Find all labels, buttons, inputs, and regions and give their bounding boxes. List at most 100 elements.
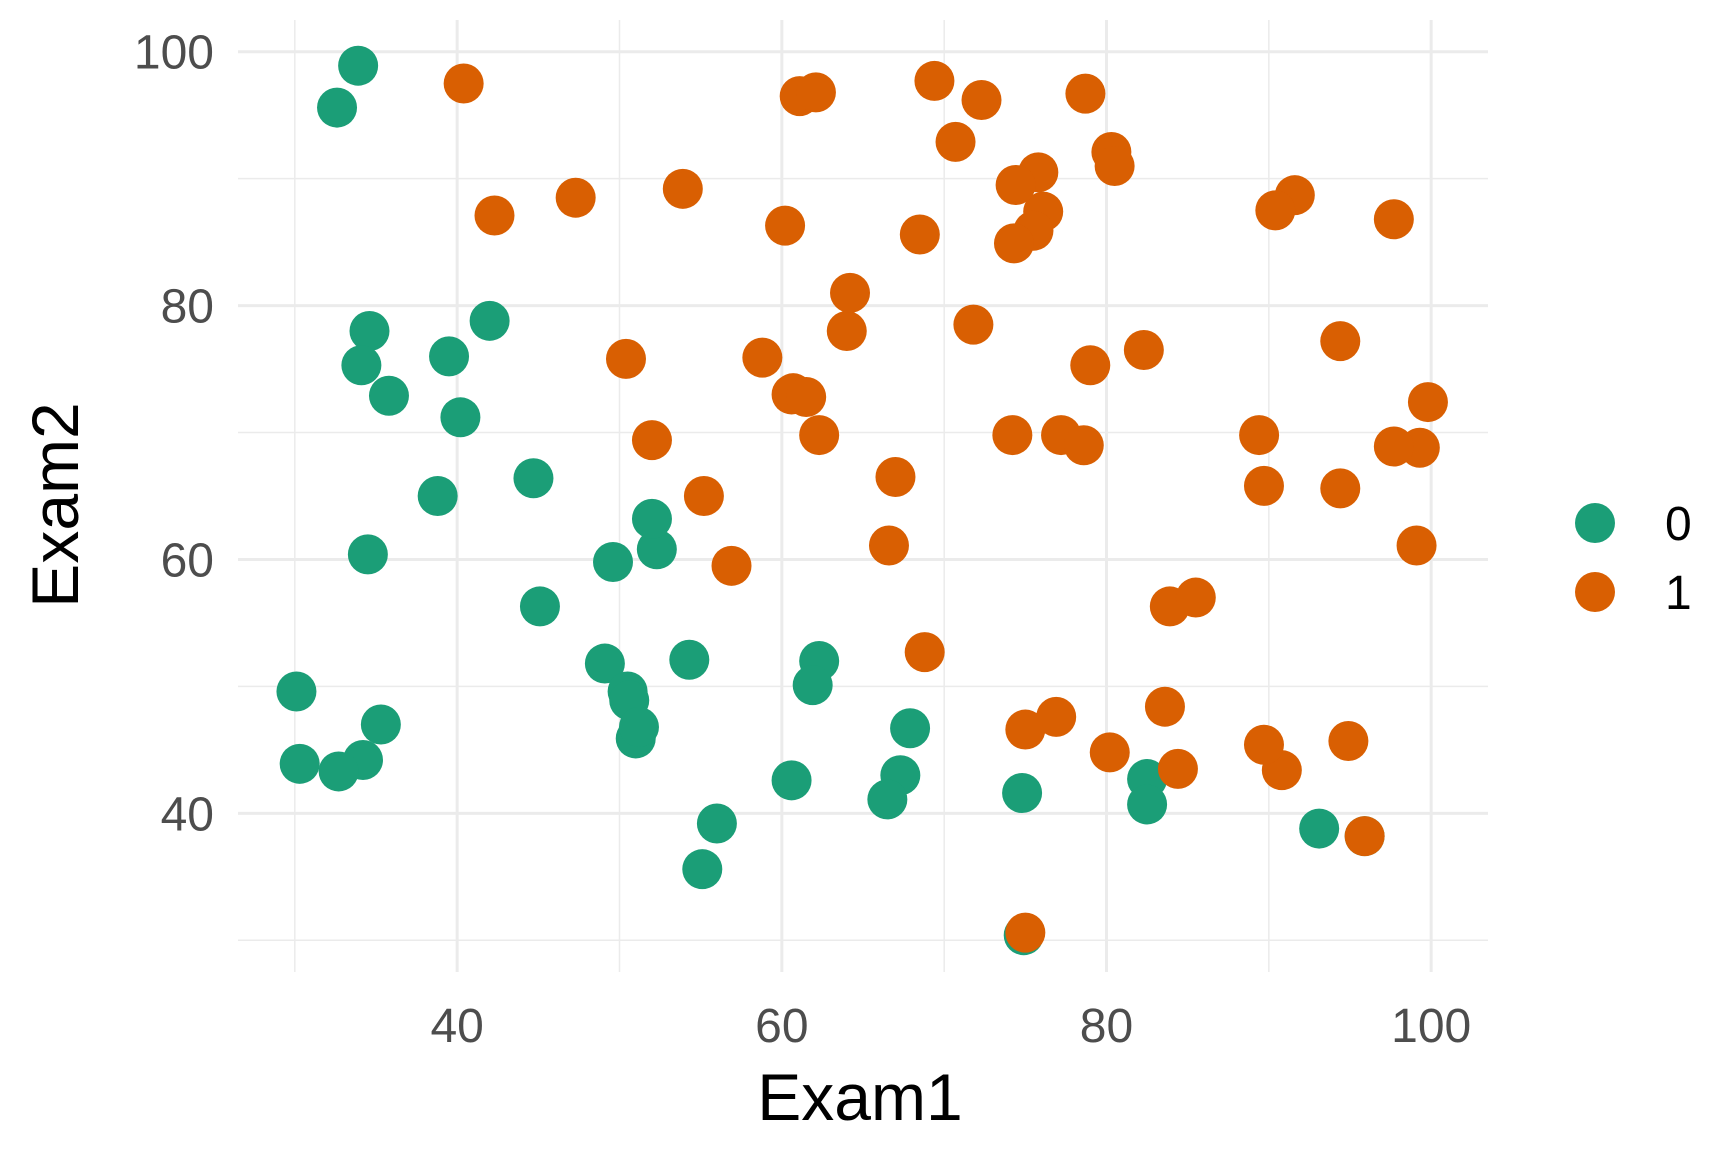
data-point-class-1 (765, 205, 806, 246)
data-point-class-0 (469, 300, 510, 341)
data-point-class-1 (868, 525, 909, 566)
data-point-class-0 (341, 345, 382, 386)
data-point-class-1 (953, 304, 994, 345)
data-point-class-0 (890, 708, 931, 749)
data-point-class-0 (440, 397, 481, 438)
data-point-class-1 (1070, 345, 1111, 386)
data-point-class-0 (318, 751, 359, 792)
x-tick-label: 60 (755, 1000, 808, 1053)
legend-label-0: 0 (1665, 498, 1692, 551)
data-points (276, 45, 1448, 956)
data-point-class-1 (795, 72, 836, 113)
data-point-class-0 (669, 639, 710, 680)
data-point-class-1 (1243, 724, 1284, 765)
y-tick-label: 40 (161, 788, 214, 841)
data-point-class-1 (1157, 748, 1198, 789)
data-point-class-0 (792, 665, 833, 706)
data-point-class-0 (429, 336, 470, 377)
x-axis-title: Exam1 (757, 1060, 962, 1134)
data-point-class-1 (904, 632, 945, 673)
data-point-class-0 (519, 586, 560, 627)
legend-key-0 (1575, 503, 1615, 543)
data-point-class-1 (711, 545, 752, 586)
data-point-class-1 (899, 214, 940, 255)
data-point-class-1 (474, 195, 515, 236)
data-point-class-1 (1036, 696, 1077, 737)
data-point-class-1 (443, 63, 484, 104)
legend: 01 (1575, 498, 1692, 620)
data-point-class-1 (875, 456, 916, 497)
data-point-class-1 (799, 415, 840, 456)
data-point-class-1 (1175, 577, 1216, 618)
data-point-class-0 (771, 760, 812, 801)
data-point-class-1 (1255, 190, 1296, 231)
x-axis-ticks: 40 60 80 100 (430, 1000, 1471, 1053)
data-point-class-0 (347, 534, 388, 575)
data-point-class-1 (1320, 321, 1361, 362)
data-point-class-1 (1373, 199, 1414, 240)
data-point-class-1 (961, 79, 1002, 120)
data-point-class-1 (995, 165, 1036, 206)
data-point-class-1 (1243, 465, 1284, 506)
data-point-class-1 (992, 415, 1033, 456)
data-point-class-0 (349, 310, 390, 351)
data-point-class-1 (1396, 525, 1437, 566)
data-point-class-1 (1407, 382, 1448, 423)
data-point-class-1 (826, 310, 867, 351)
data-point-class-1 (1089, 732, 1130, 773)
x-tick-label: 40 (430, 1000, 483, 1053)
data-point-class-1 (830, 272, 871, 313)
data-point-class-1 (1344, 816, 1385, 857)
data-point-class-0 (1127, 784, 1168, 825)
data-point-class-1 (1328, 720, 1369, 761)
x-tick-label: 80 (1080, 1000, 1133, 1053)
data-point-class-0 (360, 704, 401, 745)
data-point-class-0 (696, 803, 737, 844)
data-point-class-1 (935, 121, 976, 162)
data-point-class-1 (683, 476, 724, 516)
y-tick-label: 100 (134, 27, 214, 80)
data-point-class-0 (682, 849, 723, 890)
data-point-class-1 (555, 177, 596, 218)
data-point-class-1 (1239, 415, 1280, 456)
data-point-class-1 (605, 338, 646, 379)
data-point-class-1 (914, 60, 955, 101)
data-point-class-0 (584, 643, 625, 684)
data-point-class-1 (1123, 330, 1164, 371)
legend-label-1: 1 (1665, 567, 1692, 620)
data-point-class-1 (786, 376, 827, 417)
data-point-class-0 (1002, 773, 1043, 814)
x-tick-label: 100 (1391, 1000, 1471, 1053)
data-point-class-1 (1005, 912, 1046, 953)
data-point-class-1 (1320, 468, 1361, 509)
data-point-class-0 (593, 542, 633, 583)
data-point-class-0 (618, 707, 659, 748)
data-point-class-0 (317, 87, 358, 128)
y-tick-label: 80 (161, 281, 214, 334)
data-point-class-0 (513, 458, 554, 499)
data-point-class-0 (279, 743, 320, 784)
y-tick-label: 60 (161, 534, 214, 587)
data-point-class-0 (276, 671, 317, 712)
data-point-class-1 (631, 420, 672, 461)
legend-key-1 (1575, 572, 1615, 612)
y-axis-title: Exam2 (18, 402, 92, 607)
data-point-class-1 (1373, 426, 1414, 467)
data-point-class-0 (867, 779, 908, 820)
y-axis-ticks: 40 60 80 100 (134, 27, 214, 842)
data-point-class-0 (1299, 808, 1340, 849)
data-point-class-0 (417, 476, 458, 516)
data-point-class-1 (742, 337, 783, 378)
data-point-class-1 (662, 168, 703, 209)
data-point-class-1 (1144, 686, 1185, 727)
data-point-class-0 (636, 529, 677, 570)
data-point-class-1 (1065, 73, 1106, 114)
data-point-class-0 (368, 375, 409, 416)
data-point-class-1 (1094, 145, 1135, 186)
data-point-class-1 (1063, 425, 1104, 466)
data-point-class-1 (1005, 709, 1046, 750)
data-point-class-0 (338, 45, 379, 86)
data-point-class-0 (631, 498, 672, 539)
data-point-class-1 (993, 223, 1034, 264)
